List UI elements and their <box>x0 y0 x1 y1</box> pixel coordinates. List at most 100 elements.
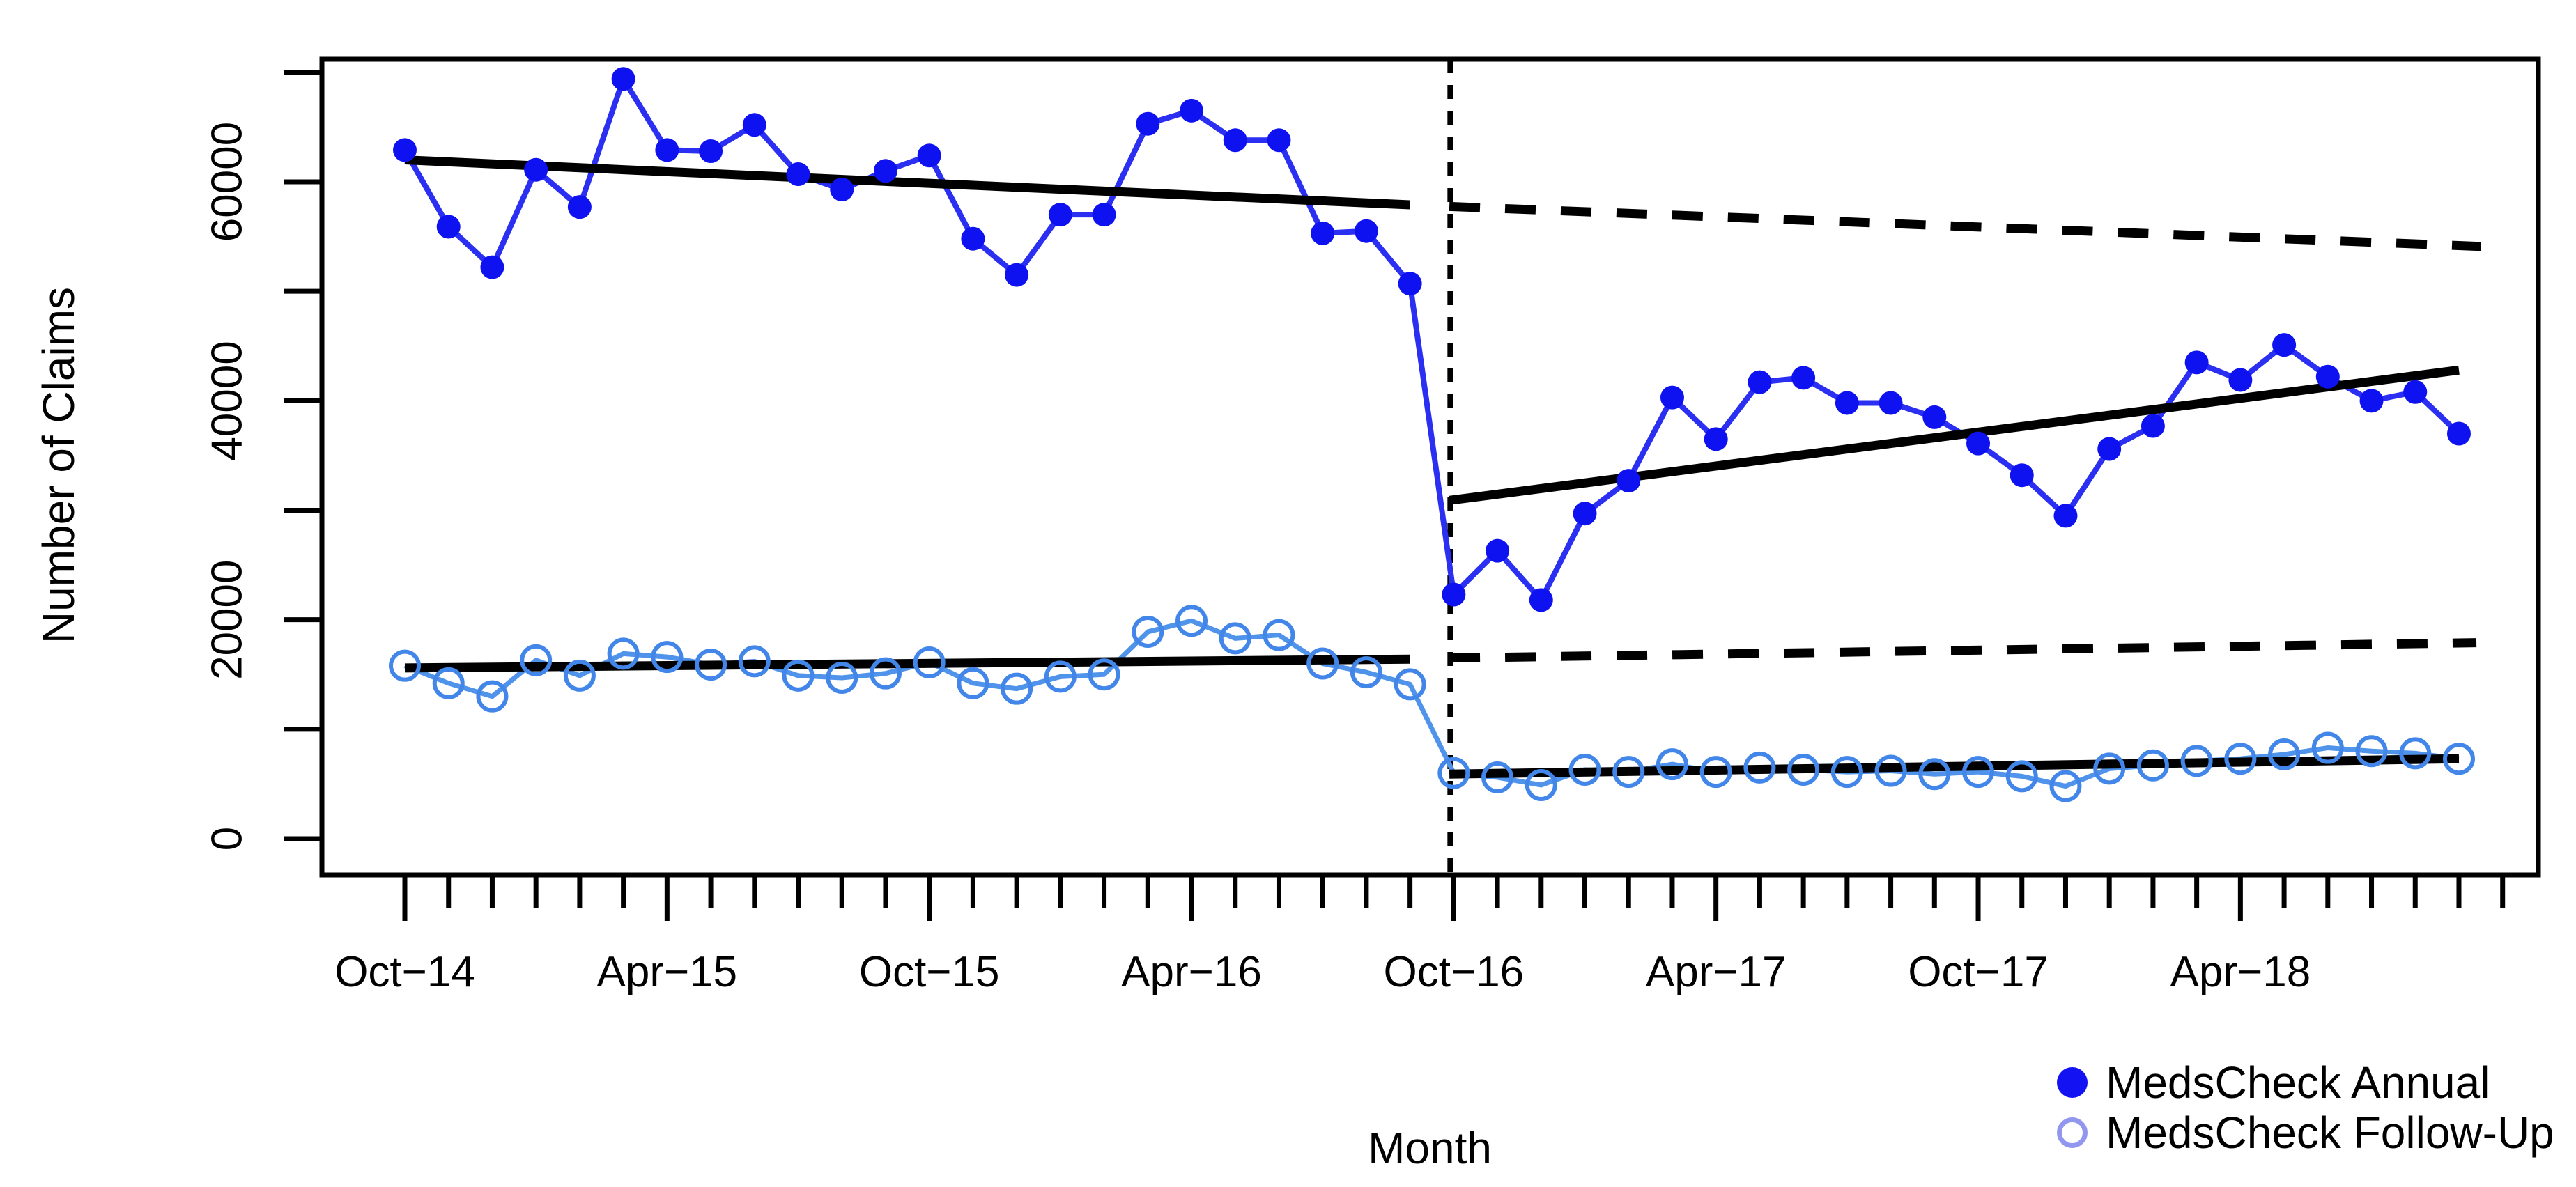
followup-point <box>651 641 684 674</box>
followup-point <box>1394 668 1426 701</box>
followup-point <box>1481 761 1514 793</box>
followup-point <box>738 645 771 678</box>
annual-point <box>1660 385 1684 410</box>
annual-point <box>2272 333 2297 357</box>
annual-point <box>1791 366 1816 390</box>
annual-point <box>1922 405 1947 429</box>
annual-point <box>2053 504 2078 528</box>
annual-point <box>436 215 461 239</box>
annual-point <box>611 67 635 91</box>
followup-point <box>1743 751 1776 784</box>
annual-point <box>742 113 766 137</box>
followup-point <box>520 644 553 676</box>
followup-point <box>695 649 727 681</box>
x-axis-title: Month <box>1368 1123 1492 1173</box>
y-tick-label: 20000 <box>203 559 251 679</box>
followup-point <box>2005 760 2038 793</box>
annual-point <box>1835 391 1859 415</box>
annual-point <box>2184 350 2209 375</box>
x-tick-label: Oct−15 <box>859 948 1000 996</box>
open-circle-icon <box>2057 1117 2088 1148</box>
followup-point <box>1088 658 1120 691</box>
followup-point <box>476 680 509 713</box>
annual-point <box>830 178 854 202</box>
annual-post-trend <box>1449 365 2460 505</box>
plot-border <box>319 56 2541 878</box>
followup-point <box>1525 768 1557 801</box>
x-tick-label: Apr−17 <box>1646 948 1787 996</box>
legend: MedsCheck Annual MedsCheck Follow-Up <box>2057 1057 2554 1158</box>
followup-post-trend <box>1449 754 2460 779</box>
followup-point <box>563 659 596 692</box>
annual-point <box>1879 391 1903 415</box>
annual-markers <box>393 67 2471 612</box>
followup-point <box>869 657 902 690</box>
followup-point <box>1219 622 1251 655</box>
followup-markers <box>389 605 2475 802</box>
followup-point <box>2268 738 2301 770</box>
annual-point <box>917 143 941 168</box>
annual-point <box>873 159 897 183</box>
annual-point <box>1354 219 1378 243</box>
x-tick-label: Apr−16 <box>1121 948 1262 996</box>
annual-point <box>480 255 504 279</box>
annual-point <box>2097 437 2122 461</box>
annual-point <box>1748 370 1772 394</box>
followup-point <box>1962 756 1995 789</box>
followup-point <box>1263 619 1295 651</box>
followup-point <box>1699 756 1732 789</box>
followup-point <box>1612 756 1645 789</box>
x-tick-label: Apr−18 <box>2170 948 2311 996</box>
followup-point <box>2224 743 2257 775</box>
annual-point <box>1529 588 1553 612</box>
annual-point <box>1617 469 1641 493</box>
x-axis: Oct−14 Apr−15 Oct−15 Apr−16 Oct−16 Apr−17 Oct−… <box>334 875 2506 996</box>
annual-point <box>2141 414 2165 438</box>
annual-point <box>1136 111 1160 136</box>
annual-point <box>567 195 592 219</box>
followup-point <box>1874 754 1907 787</box>
x-tick-label: Apr−15 <box>597 948 738 996</box>
legend-item-annual: MedsCheck Annual <box>2057 1057 2554 1108</box>
annual-point <box>393 138 417 162</box>
followup-counterfactual-trend <box>1449 638 2477 663</box>
x-tick-label: Oct−17 <box>1908 948 2049 996</box>
annual-point <box>2315 364 2340 389</box>
legend-annual-label: MedsCheck Annual <box>2106 1057 2490 1108</box>
legend-followup-label: MedsCheck Follow-Up <box>2106 1108 2554 1158</box>
filled-circle-icon <box>2057 1067 2088 1098</box>
annual-point <box>1573 502 1597 526</box>
followup-point <box>1437 757 1470 789</box>
followup-point <box>2311 731 2344 764</box>
y-tick-label: 0 <box>203 827 251 851</box>
annual-point <box>2403 380 2428 404</box>
annual-point <box>1092 203 1116 227</box>
annual-point <box>1398 272 1422 296</box>
annual-pre-trend <box>404 155 1410 210</box>
followup-point <box>2049 770 2082 802</box>
followup-point <box>432 667 465 699</box>
followup-point <box>389 649 421 682</box>
annual-point <box>1180 98 1204 123</box>
followup-point <box>1044 660 1077 693</box>
annual-point <box>2228 368 2253 392</box>
annual-point <box>1267 128 1291 153</box>
followup-point <box>2355 735 2388 768</box>
legend-item-followup: MedsCheck Follow-Up <box>2057 1108 2554 1158</box>
annual-point <box>1966 431 1991 456</box>
followup-point <box>607 637 640 670</box>
annual-counterfactual-trend <box>1449 201 2481 251</box>
followup-pre-trend <box>404 654 1410 673</box>
annual-point <box>2446 421 2471 446</box>
annual-point <box>1486 538 1510 563</box>
followup-point <box>782 659 815 692</box>
followup-point <box>1350 656 1382 689</box>
followup-point <box>913 646 946 678</box>
followup-point <box>1918 758 1951 791</box>
followup-point <box>1787 753 1820 786</box>
y-tick-label: 40000 <box>203 341 251 460</box>
annual-point <box>699 139 723 163</box>
annual-point <box>1005 263 1029 287</box>
followup-point <box>2136 749 2169 782</box>
